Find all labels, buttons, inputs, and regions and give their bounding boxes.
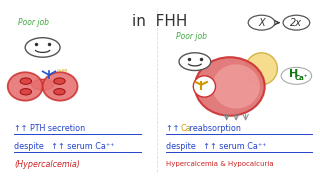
Text: Ca⁺: Ca⁺ bbox=[295, 75, 308, 81]
Ellipse shape bbox=[43, 72, 77, 101]
Circle shape bbox=[179, 53, 211, 71]
Circle shape bbox=[54, 89, 65, 95]
Circle shape bbox=[281, 67, 312, 84]
Ellipse shape bbox=[32, 79, 54, 90]
Circle shape bbox=[25, 38, 60, 57]
Text: reabsorption: reabsorption bbox=[187, 125, 241, 134]
Ellipse shape bbox=[8, 72, 43, 101]
Text: despite   ↑↑ serum Ca⁺⁺: despite ↑↑ serum Ca⁺⁺ bbox=[166, 142, 267, 151]
Circle shape bbox=[248, 15, 275, 30]
Text: Ca: Ca bbox=[180, 125, 191, 134]
Ellipse shape bbox=[246, 53, 277, 85]
Text: CaSR: CaSR bbox=[57, 69, 68, 73]
Text: ↑↑ PTH secretion: ↑↑ PTH secretion bbox=[14, 125, 85, 134]
Text: Poor job: Poor job bbox=[18, 18, 49, 27]
Circle shape bbox=[54, 78, 65, 84]
Text: despite   ↑↑ serum Ca⁺⁺: despite ↑↑ serum Ca⁺⁺ bbox=[14, 142, 115, 151]
Text: Poor job: Poor job bbox=[176, 32, 207, 41]
Text: H: H bbox=[289, 69, 299, 79]
Text: ↑↑: ↑↑ bbox=[166, 125, 182, 134]
Ellipse shape bbox=[195, 57, 265, 116]
Text: 2x: 2x bbox=[291, 18, 302, 28]
Circle shape bbox=[20, 78, 32, 84]
Ellipse shape bbox=[193, 76, 215, 97]
Circle shape bbox=[283, 15, 310, 30]
Text: (Hypercalcemia): (Hypercalcemia) bbox=[14, 160, 80, 169]
Text: X: X bbox=[258, 18, 265, 28]
Text: Hypercalcemia & Hypocalcuria: Hypercalcemia & Hypocalcuria bbox=[166, 161, 274, 167]
Ellipse shape bbox=[212, 64, 260, 109]
Text: in  FHH: in FHH bbox=[132, 14, 188, 29]
Circle shape bbox=[20, 89, 32, 95]
